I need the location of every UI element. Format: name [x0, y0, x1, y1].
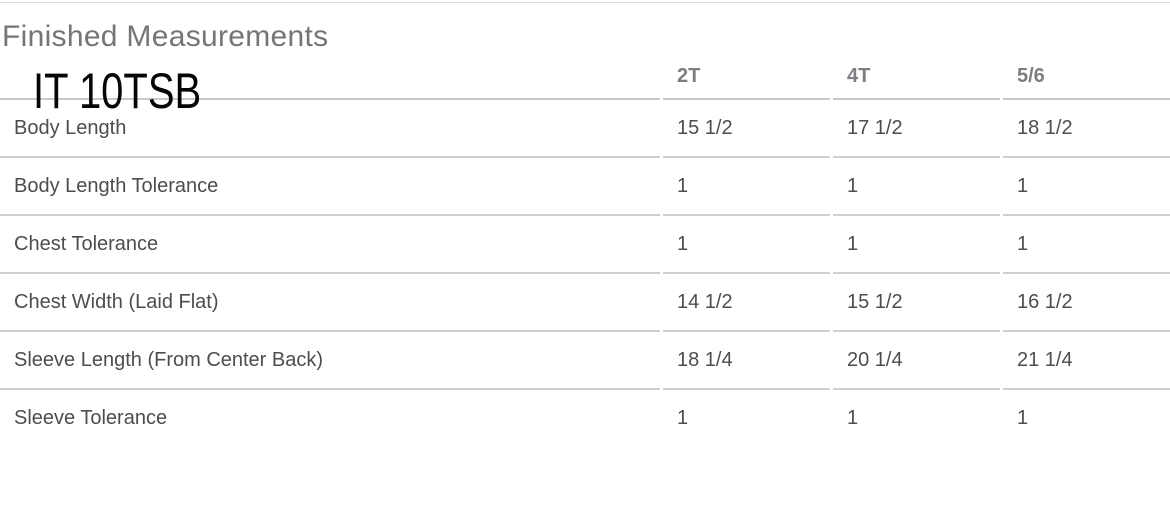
table-row: Sleeve Tolerance 1 1 1	[0, 390, 1170, 446]
cell-value: 1	[833, 158, 1000, 216]
cell-value: 18 1/4	[663, 332, 830, 390]
cell-value: 1	[833, 216, 1000, 274]
column-header-measurement	[0, 55, 660, 100]
table-row: Sleeve Length (From Center Back) 18 1/4 …	[0, 332, 1170, 390]
cell-value: 20 1/4	[833, 332, 1000, 390]
style-code-overlay-text: IT 10TSB	[33, 63, 202, 119]
row-label: Body Length	[0, 100, 660, 158]
top-divider	[0, 2, 1170, 3]
cell-value: 1	[1003, 158, 1170, 216]
cell-value: 21 1/4	[1003, 332, 1170, 390]
cell-value: 15 1/2	[833, 274, 1000, 332]
row-label: Sleeve Length (From Center Back)	[0, 332, 660, 390]
cell-value: 15 1/2	[663, 100, 830, 158]
cell-value: 1	[847, 406, 859, 429]
table-row: Chest Width (Laid Flat) 14 1/2 15 1/2 16…	[0, 274, 1170, 332]
row-label: Sleeve Tolerance	[14, 406, 168, 429]
column-header-2t: 2T	[663, 55, 830, 100]
cell-value: 1	[677, 406, 689, 429]
cell-value: 17 1/2	[833, 100, 1000, 158]
measurements-table: 2T 4T 5/6 Body Length 15 1/2 17 1/2 18 1…	[0, 55, 1170, 446]
cell-value: 18 1/2	[1003, 100, 1170, 158]
table-row: Chest Tolerance 1 1 1	[0, 216, 1170, 274]
cell-value: 16 1/2	[1003, 274, 1170, 332]
table-row: Body Length 15 1/2 17 1/2 18 1/2	[0, 100, 1170, 158]
column-header-5-6: 5/6	[1003, 55, 1170, 100]
row-label: Chest Width (Laid Flat)	[0, 274, 660, 332]
cell-value: 14 1/2	[663, 274, 830, 332]
table-row: Body Length Tolerance 1 1 1	[0, 158, 1170, 216]
cell-value: 1	[663, 216, 830, 274]
cell-value: 1	[1017, 406, 1029, 429]
page-title: Finished Measurements	[2, 20, 329, 53]
column-header-4t: 4T	[833, 55, 1000, 100]
cell-value: 1	[663, 158, 830, 216]
cell-value: 1	[1003, 216, 1170, 274]
row-label: Body Length Tolerance	[0, 158, 660, 216]
row-label: Chest Tolerance	[0, 216, 660, 274]
table-header-row: 2T 4T 5/6	[0, 55, 1170, 100]
